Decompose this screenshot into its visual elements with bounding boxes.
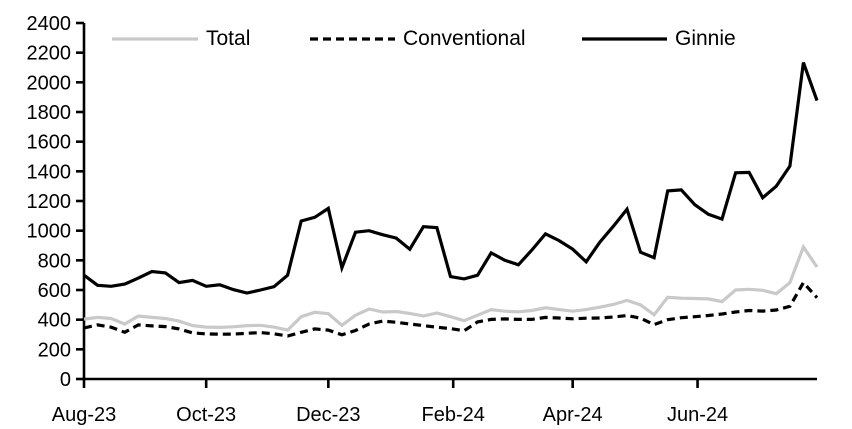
y-tick-label: 2000 — [27, 72, 72, 94]
total-line-sample-icon — [112, 37, 198, 41]
x-tick-label: Oct-23 — [176, 404, 236, 426]
y-tick-label: 400 — [38, 310, 71, 332]
y-tick-label: 1200 — [27, 191, 72, 213]
y-tick-label: 1600 — [27, 132, 72, 154]
y-tick-label: 2400 — [27, 13, 72, 35]
legend-label-ginnie: Ginnie — [675, 27, 736, 50]
x-tick-label: Feb-24 — [422, 404, 485, 426]
y-tick-label: 600 — [38, 280, 71, 302]
x-tick-label: Apr-24 — [543, 404, 603, 426]
x-tick-label: Aug-23 — [52, 404, 117, 426]
legend-label-conventional: Conventional — [403, 27, 526, 50]
legend: Total Conventional Ginnie — [0, 28, 852, 54]
y-tick-label: 1800 — [27, 102, 72, 124]
line-ginnie — [83, 62, 819, 295]
legend-item-conventional: Conventional — [310, 28, 526, 50]
line-total — [83, 243, 819, 332]
ginnie-line-sample-icon — [582, 37, 667, 41]
legend-label-total: Total — [206, 27, 251, 50]
x-tick-label: Jun-24 — [667, 404, 728, 426]
series-lines — [83, 62, 819, 338]
axes: 0 200 400 600 800 1000 1200 1400 1600 1800 2000 220… — [27, 13, 817, 426]
legend-item-total: Total — [112, 28, 250, 50]
y-tick-label: 1400 — [27, 161, 72, 183]
y-tick-label: 200 — [38, 339, 71, 361]
y-tick-label: 800 — [38, 250, 71, 272]
y-tick-label: 0 — [60, 369, 71, 391]
x-tick-label: Dec-23 — [296, 404, 360, 426]
conventional-line-sample-icon — [310, 37, 395, 41]
y-tick-label: 2200 — [27, 43, 72, 65]
line-conventional — [83, 279, 819, 338]
y-tick-label: 1000 — [27, 221, 72, 243]
legend-item-ginnie: Ginnie — [582, 28, 736, 50]
